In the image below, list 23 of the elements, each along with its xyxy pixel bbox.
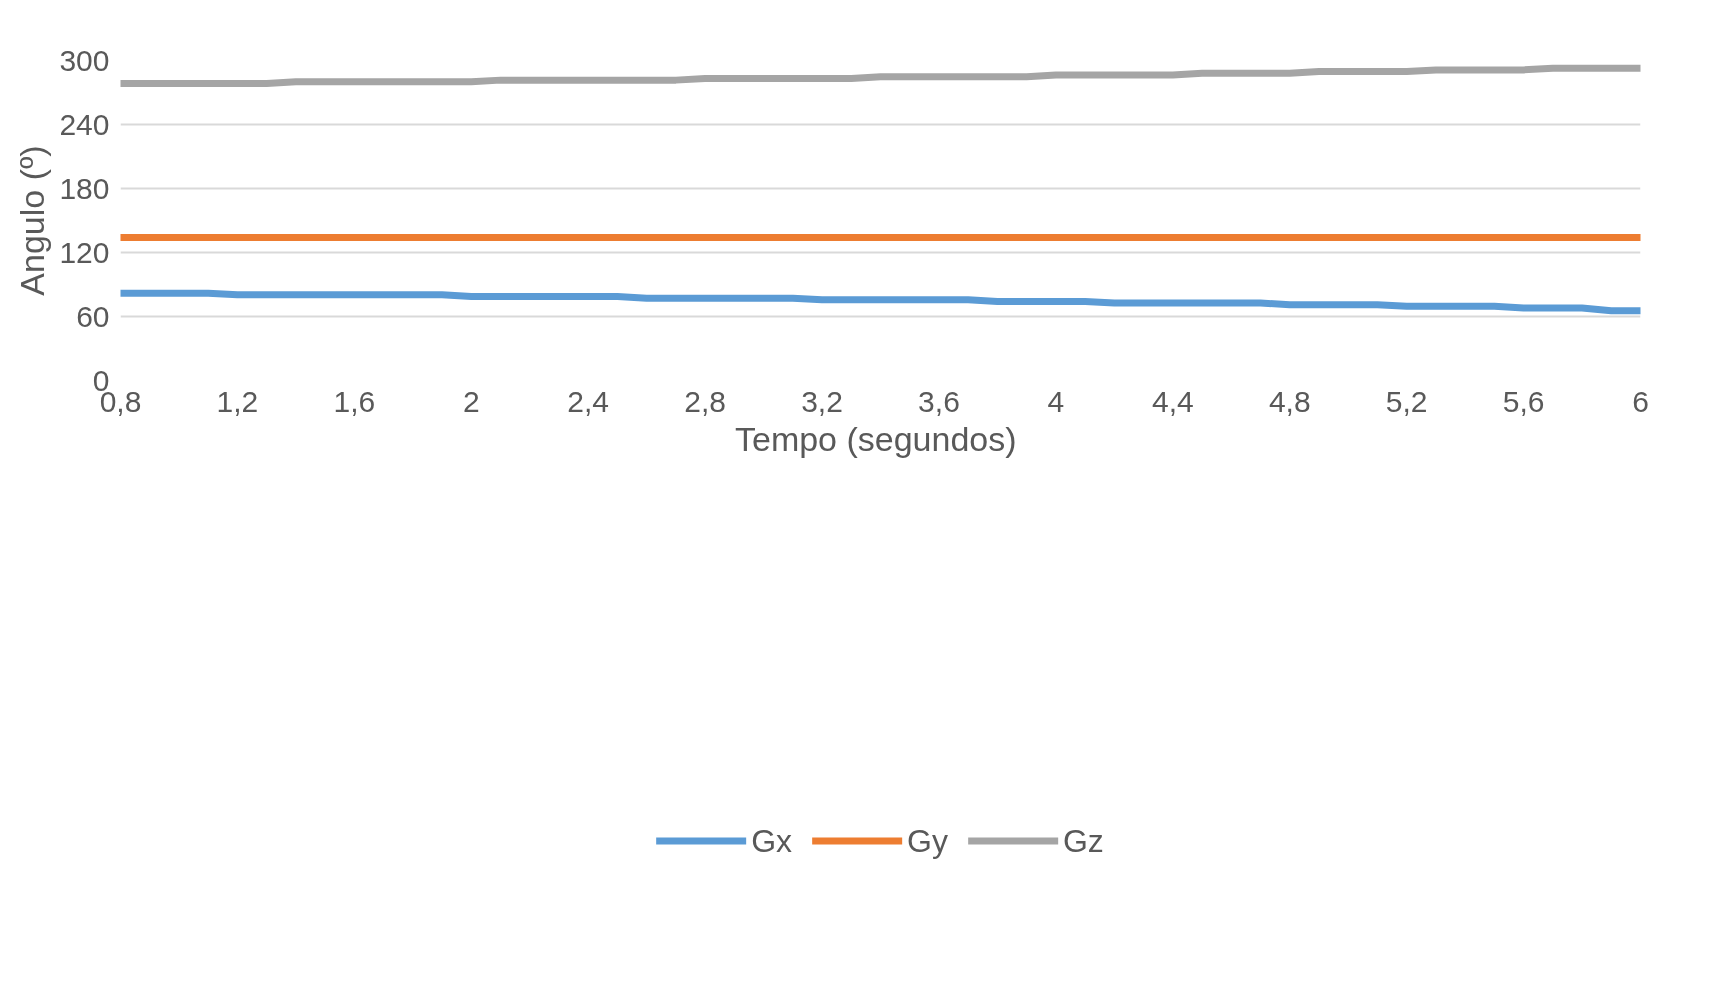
- x-tick-label: 5,6: [1502, 384, 1545, 418]
- x-tick-label: 4,4: [1151, 384, 1194, 418]
- y-tick-label: 120: [59, 235, 110, 269]
- x-axis-title: Tempo (segundos): [734, 419, 1017, 458]
- x-tick-label: 1,2: [216, 384, 259, 418]
- y-tick-label: 240: [59, 107, 110, 141]
- x-tick-label: 1,6: [333, 384, 376, 418]
- x-tick-label: 2: [462, 384, 480, 418]
- y-tick-label: 180: [59, 171, 110, 205]
- legend-label: Gy: [907, 822, 948, 860]
- y-tick-label: 60: [76, 299, 110, 333]
- legend-label: Gx: [751, 822, 793, 860]
- y-tick-label: 300: [59, 43, 110, 77]
- x-tick-label: 4: [1047, 384, 1065, 418]
- x-tick-label: 2,8: [684, 384, 726, 418]
- x-tick-label: 6: [1632, 384, 1649, 418]
- x-tick-label: 3,6: [918, 384, 960, 418]
- legend-label: Gz: [1062, 822, 1104, 860]
- x-tick-label: 4,8: [1268, 384, 1311, 418]
- x-tick-label: 2,4: [567, 384, 610, 418]
- x-tick-label: 3,2: [801, 384, 843, 418]
- x-tick-label: 5,2: [1385, 384, 1428, 418]
- y-axis-title: Angulo (º): [13, 145, 52, 296]
